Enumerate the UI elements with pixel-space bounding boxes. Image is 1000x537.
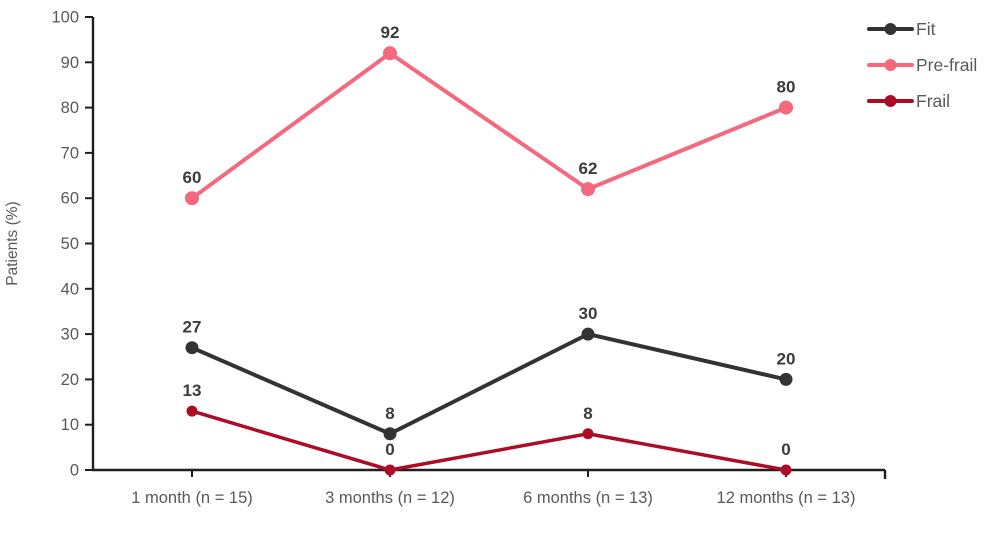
data-label-pre-frail: 92 [381,23,400,42]
legend-marker-fit [884,23,897,35]
legend-marker-pre-frail [884,59,897,71]
series-line-frail [190,409,788,472]
data-point-frail [780,464,792,476]
data-point-fit [185,341,199,355]
data-label-frail: 0 [781,440,790,459]
data-point-fit [383,427,397,441]
x-category-label: 3 months (n = 12) [325,489,455,507]
x-axis-ticks: 1 month (n = 15) 3 months (n = 12) 6 month… [131,470,855,507]
legend-label-pre-frail: Pre-frail [916,55,977,75]
axes [91,17,887,479]
y-axis-ticks: 0 10 20 30 40 50 60 70 80 90 100 [51,9,93,480]
y-tick-label: 10 [61,416,79,434]
series-frail: 13 0 8 0 [183,381,792,476]
y-tick-label: 0 [70,462,79,480]
data-point-fit [581,327,595,341]
legend-item-pre-frail: Pre-frail [867,55,977,75]
y-tick-label: 40 [61,280,79,298]
data-point-pre-frail [185,191,199,206]
data-label-frail: 8 [583,404,592,423]
series-line-pre-frail [190,51,788,201]
data-point-pre-frail [383,46,397,61]
data-label-pre-frail: 60 [183,168,202,187]
series-fit: 27 8 30 20 [183,304,796,441]
series-line-fit [190,332,788,436]
legend-item-frail: Frail [867,91,950,111]
y-tick-label: 50 [61,235,79,253]
y-tick-label: 70 [61,144,79,162]
series-pre-frail: 60 92 62 80 [183,23,796,206]
legend-label-frail: Frail [916,91,950,111]
legend: Fit Pre-frail Frail [867,19,977,111]
y-tick-label: 60 [61,190,79,208]
data-label-frail: 0 [385,440,394,459]
data-label-fit: 8 [385,404,394,423]
x-category-label: 1 month (n = 15) [131,489,253,507]
data-point-pre-frail [581,182,595,197]
x-category-label: 12 months (n = 13) [717,489,856,507]
data-label-pre-frail: 62 [579,159,598,178]
legend-label-fit: Fit [916,19,936,39]
data-point-frail [186,405,198,417]
y-tick-label: 90 [61,54,79,72]
legend-marker-frail [884,95,897,107]
data-point-frail [582,428,594,440]
legend-item-fit: Fit [867,19,936,39]
y-tick-label: 30 [61,326,79,344]
data-point-pre-frail [779,100,793,115]
data-point-frail [384,464,396,476]
data-label-frail: 13 [183,381,202,400]
data-label-fit: 30 [579,304,598,323]
data-label-fit: 20 [777,349,796,368]
y-axis-title: Patients (%) [4,201,21,285]
y-tick-label: 100 [51,9,79,27]
x-category-label: 6 months (n = 13) [523,489,653,507]
y-tick-label: 20 [61,371,79,389]
data-point-fit [779,372,793,386]
y-tick-label: 80 [61,99,79,117]
data-label-fit: 27 [183,318,202,337]
data-label-pre-frail: 80 [777,78,796,97]
